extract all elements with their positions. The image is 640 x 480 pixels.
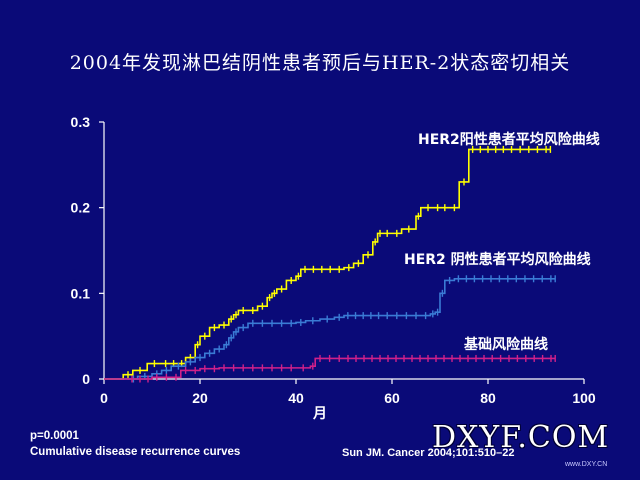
p-value: p=0.0001 xyxy=(30,430,79,442)
chart-axes: 0 20 40 60 80 100 0 0.1 0.2 0.3 月 xyxy=(71,114,596,422)
series-label-0: HER2阳性患者平均风险曲线 xyxy=(418,131,600,148)
x-tick-label: 100 xyxy=(572,390,596,406)
y-tick-label: 0.1 xyxy=(71,285,91,301)
watermark-url: www.DXY.CN xyxy=(565,461,608,468)
x-tick-label: 40 xyxy=(288,390,304,406)
chart-series xyxy=(104,145,556,383)
slide-title: 2004年发现淋巴结阴性患者预后与HER-2状态密切相关 xyxy=(69,52,571,74)
citation: Sun JM. Cancer 2004;101:510–22 xyxy=(342,447,515,459)
series-0 xyxy=(104,145,552,380)
x-tick-label: 20 xyxy=(192,390,208,406)
series-label-1: HER2 阴性患者平均风险曲线 xyxy=(404,251,591,268)
x-tick-label: 0 xyxy=(100,390,108,406)
y-tick-label: 0.3 xyxy=(71,114,91,130)
series-line xyxy=(104,357,556,380)
x-axis-label: 月 xyxy=(312,406,327,422)
y-tick-label: 0.2 xyxy=(71,200,91,216)
x-tick-label: 80 xyxy=(480,390,496,406)
series-2 xyxy=(104,354,556,383)
chart-caption: Cumulative disease recurrence curves xyxy=(30,446,241,458)
x-tick-label: 60 xyxy=(384,390,400,406)
watermark-logo: DXYF.COM xyxy=(432,420,610,455)
y-tick-label: 0 xyxy=(82,371,90,387)
series-1 xyxy=(104,275,556,383)
series-label-2: 基础风险曲线 xyxy=(464,336,548,353)
